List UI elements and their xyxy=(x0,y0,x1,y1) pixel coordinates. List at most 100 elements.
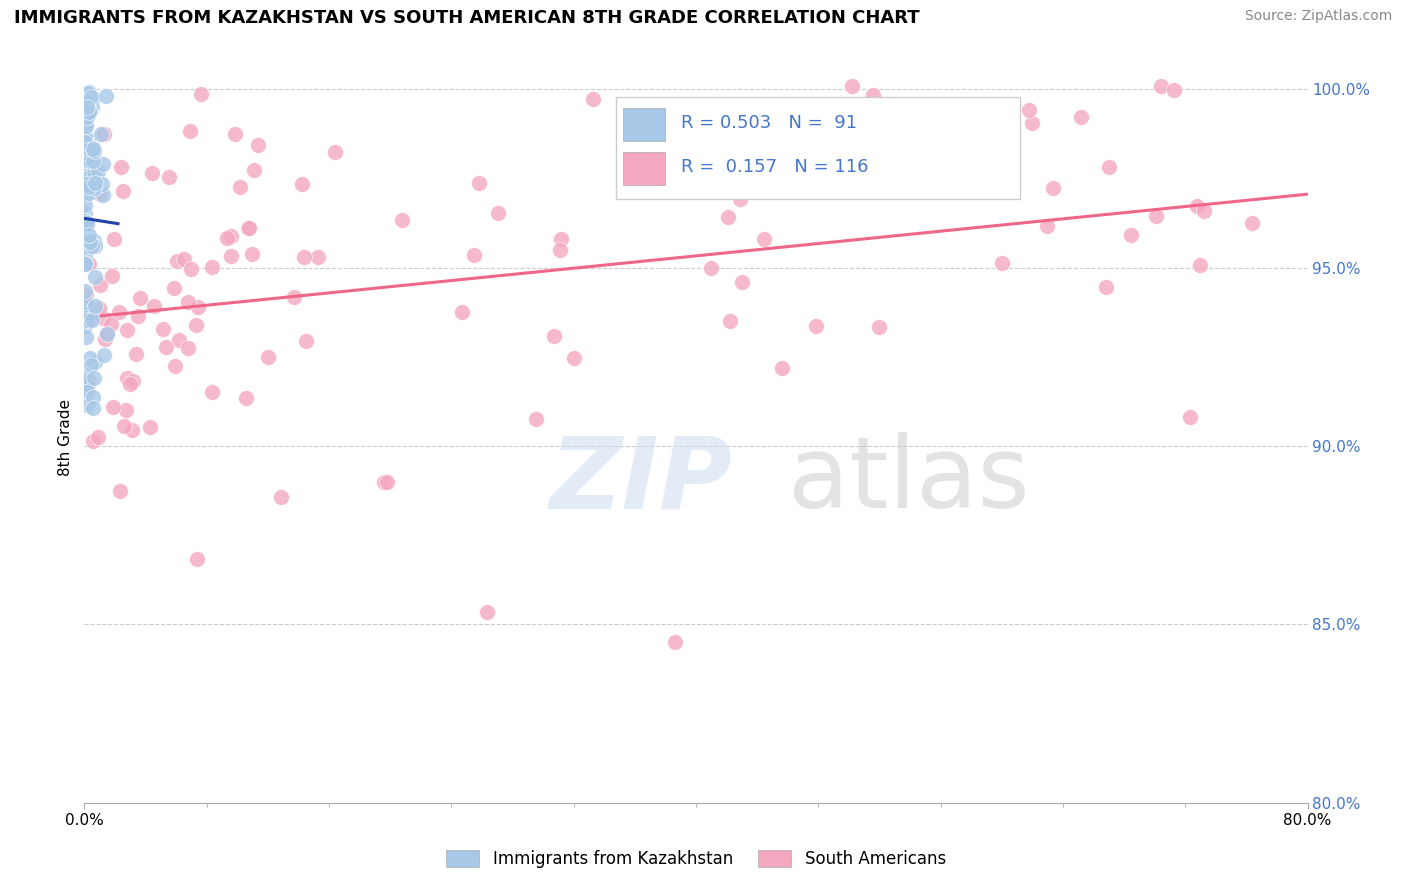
Point xyxy=(127,309,149,323)
Point xyxy=(82,391,104,405)
Point xyxy=(177,294,200,309)
Point xyxy=(291,177,314,191)
Point xyxy=(80,100,103,114)
Point xyxy=(77,133,100,147)
Point xyxy=(752,232,775,246)
Point xyxy=(256,350,278,364)
Point xyxy=(73,129,96,144)
Point xyxy=(215,230,238,244)
Point xyxy=(173,252,195,267)
Point xyxy=(562,351,585,365)
Point xyxy=(77,175,100,189)
Point xyxy=(731,275,754,289)
Point xyxy=(224,127,246,141)
Point xyxy=(114,403,136,417)
Text: R = 0.503   N =  91: R = 0.503 N = 91 xyxy=(682,114,858,132)
Text: Source: ZipAtlas.com: Source: ZipAtlas.com xyxy=(1244,9,1392,23)
Point xyxy=(76,307,98,321)
Point xyxy=(219,249,242,263)
Point xyxy=(83,234,105,248)
Y-axis label: 8th Grade: 8th Grade xyxy=(58,399,73,475)
Point xyxy=(142,299,165,313)
Point xyxy=(93,348,115,362)
Point xyxy=(84,299,107,313)
Point xyxy=(373,475,395,490)
Point xyxy=(841,78,863,93)
Point xyxy=(157,169,180,184)
Point xyxy=(122,374,145,388)
Point xyxy=(82,401,104,415)
Point xyxy=(201,260,224,275)
Point xyxy=(550,232,572,246)
Point xyxy=(93,157,115,171)
Point xyxy=(75,169,97,183)
Point xyxy=(76,161,98,176)
Point xyxy=(75,257,97,271)
Point xyxy=(77,186,100,201)
Point xyxy=(75,174,97,188)
Point xyxy=(235,391,257,405)
Point xyxy=(73,164,96,178)
Point xyxy=(80,313,103,327)
Point xyxy=(73,387,96,401)
Point xyxy=(76,178,98,192)
Point xyxy=(543,329,565,343)
Point xyxy=(111,185,134,199)
Point xyxy=(76,217,98,231)
Point xyxy=(486,205,509,219)
Point xyxy=(1192,203,1215,218)
Point xyxy=(75,131,97,145)
Point xyxy=(118,376,141,391)
Point xyxy=(80,239,103,253)
Point xyxy=(1070,110,1092,124)
Point xyxy=(89,186,111,201)
Point xyxy=(221,229,243,244)
Point xyxy=(166,254,188,268)
Point xyxy=(82,142,104,156)
Point xyxy=(73,248,96,262)
Point xyxy=(141,166,163,180)
Point xyxy=(76,186,98,200)
Point xyxy=(121,423,143,437)
Point xyxy=(96,326,118,340)
Point xyxy=(103,232,125,246)
Point xyxy=(91,188,114,202)
Point xyxy=(75,318,97,333)
Point xyxy=(83,164,105,178)
Point xyxy=(73,216,96,230)
Point xyxy=(112,418,135,433)
FancyBboxPatch shape xyxy=(616,97,1021,200)
Point xyxy=(83,239,105,253)
Point xyxy=(73,172,96,186)
Point xyxy=(806,319,828,334)
Point xyxy=(717,210,740,224)
Point xyxy=(76,111,98,125)
Point xyxy=(79,179,101,194)
Point xyxy=(73,135,96,149)
Point xyxy=(93,311,115,326)
Point xyxy=(89,278,111,293)
Point xyxy=(238,221,260,235)
Point xyxy=(77,256,100,270)
Point xyxy=(1241,216,1264,230)
Point xyxy=(82,154,104,169)
Point xyxy=(292,250,315,264)
Point xyxy=(375,475,398,489)
Point xyxy=(1185,199,1208,213)
Bar xyxy=(623,152,665,185)
Point xyxy=(73,369,96,384)
Point xyxy=(582,92,605,106)
Point xyxy=(718,314,741,328)
Point xyxy=(90,127,112,141)
Point xyxy=(75,330,97,344)
Point xyxy=(179,124,201,138)
Point xyxy=(83,144,105,158)
Point xyxy=(82,434,104,449)
Point xyxy=(100,317,122,331)
Point xyxy=(94,332,117,346)
Point xyxy=(91,177,114,191)
Point xyxy=(1144,209,1167,223)
Point xyxy=(664,635,686,649)
Point xyxy=(79,235,101,250)
Point xyxy=(76,105,98,120)
